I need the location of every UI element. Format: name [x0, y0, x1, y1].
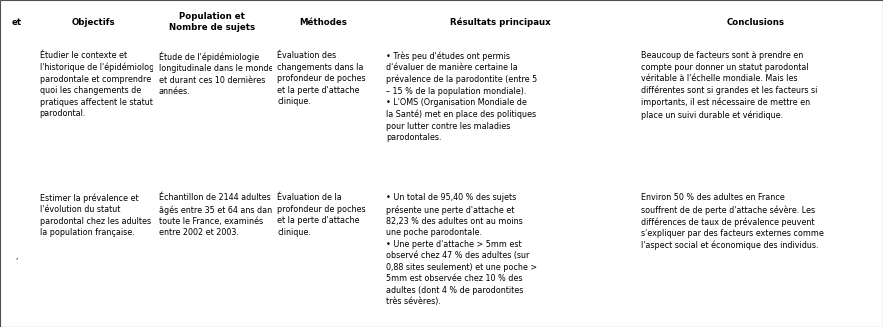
Text: ,: ,: [16, 252, 18, 261]
Text: Méthodes: Méthodes: [298, 18, 347, 26]
Text: Évaluation de la
profondeur de poches
et la perte d'attache
clinique.: Évaluation de la profondeur de poches et…: [277, 194, 366, 237]
Text: Conclusions: Conclusions: [727, 18, 784, 26]
Text: Objectifs: Objectifs: [72, 18, 115, 26]
Text: Échantillon de 2144 adultes
âgés entre 35 et 64 ans dans
toute le France, examin: Échantillon de 2144 adultes âgés entre 3…: [159, 194, 276, 237]
Text: Évaluation des
changements dans la
profondeur de poches
et la perte d'attache
cl: Évaluation des changements dans la profo…: [277, 51, 366, 106]
Text: Population et
Nombre de sujets: Population et Nombre de sujets: [170, 12, 255, 32]
Text: • Un total de 95,40 % des sujets
présente une perte d'attache et
82,23 % des adu: • Un total de 95,40 % des sujets présent…: [386, 194, 538, 306]
Text: Environ 50 % des adultes en France
souffrent de de perte d'attache sévère. Les
d: Environ 50 % des adultes en France souff…: [640, 194, 824, 250]
Text: Beaucoup de facteurs sont à prendre en
compte pour donner un statut parodontal
v: Beaucoup de facteurs sont à prendre en c…: [640, 51, 817, 120]
Text: Étude de l'épidémiologie
longitudinale dans le monde
et durant ces 10 dernières
: Étude de l'épidémiologie longitudinale d…: [159, 51, 273, 96]
Text: • Très peu d'études ont permis
d'évaluer de manière certaine la
prévalence de la: • Très peu d'études ont permis d'évaluer…: [386, 51, 538, 142]
Text: Estimer la prévalence et
l'évolution du statut
parodontal chez les adultes de
la: Estimer la prévalence et l'évolution du …: [40, 194, 163, 237]
Text: Étudier le contexte et
l'historique de l'épidémiologie
parodontale et comprendre: Étudier le contexte et l'historique de l…: [40, 51, 163, 118]
Text: Résultats principaux: Résultats principaux: [450, 17, 551, 27]
Text: et: et: [11, 18, 22, 26]
